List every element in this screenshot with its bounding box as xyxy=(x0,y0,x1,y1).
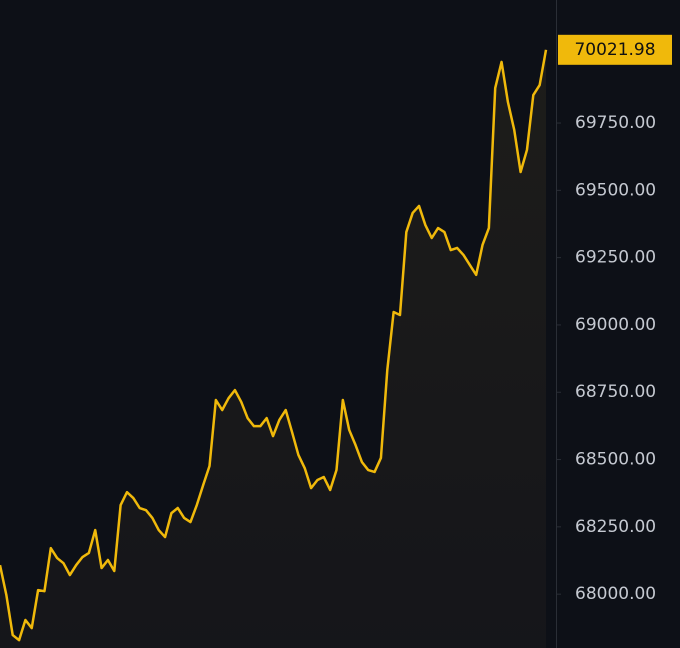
y-tick-label: 69500.00 xyxy=(575,180,656,200)
y-tick-label: 69250.00 xyxy=(575,248,656,268)
y-tick-label: 69750.00 xyxy=(575,113,656,133)
y-tick-label: 68000.00 xyxy=(575,584,656,604)
area-fill xyxy=(0,49,546,648)
y-tick-label: 68500.00 xyxy=(575,450,656,470)
y-tick-label: 69000.00 xyxy=(575,315,656,335)
y-tick-label: 68250.00 xyxy=(575,517,656,537)
last-price-box xyxy=(558,34,672,65)
y-tick-label: 68750.00 xyxy=(575,382,656,402)
price-line xyxy=(0,49,548,642)
last-price-label: 70021.98 xyxy=(574,40,655,60)
